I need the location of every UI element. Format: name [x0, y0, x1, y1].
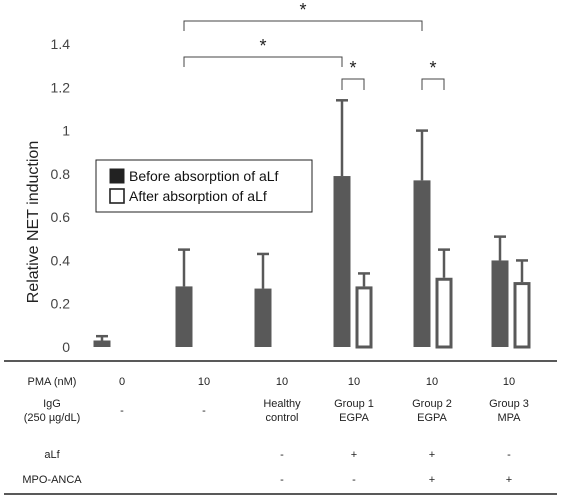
- table-row-label: MPO-ANCA: [22, 474, 82, 486]
- bar-before: [175, 286, 193, 347]
- bar-before: [491, 260, 509, 347]
- table-cell: -: [280, 474, 284, 486]
- y-tick-label: 0: [62, 339, 70, 355]
- table-row-label: (250 µg/dL): [24, 412, 80, 424]
- table-cell: MPA: [497, 412, 521, 424]
- legend-label-before: Before absorption of aLf: [129, 168, 279, 184]
- table-cell: 10: [276, 376, 288, 388]
- bar-after: [435, 277, 453, 349]
- significance-asterisk: *: [259, 36, 266, 56]
- table-cell: -: [202, 405, 206, 417]
- table-cell: -: [352, 474, 356, 486]
- bar-before: [333, 176, 351, 347]
- bar-after: [355, 286, 373, 349]
- significance-bracket: [183, 56, 343, 67]
- table-row-label: aLf: [44, 449, 60, 461]
- table-cell: +: [351, 449, 357, 461]
- table-cell: Group 2: [412, 398, 452, 410]
- y-tick-label: 0.2: [51, 296, 71, 312]
- table-cell: 10: [426, 376, 438, 388]
- bars: [93, 99, 531, 349]
- table-row-label: IgG: [43, 398, 61, 410]
- bar-before: [413, 180, 431, 347]
- significance-asterisk: *: [349, 58, 356, 78]
- table-cell: +: [429, 449, 435, 461]
- significance-bracket: [421, 78, 445, 90]
- y-tick-label: 1: [62, 123, 70, 139]
- legend-swatch-before: [109, 168, 125, 184]
- legend-label-after: After absorption of aLf: [129, 188, 267, 204]
- significance-bracket: [341, 78, 365, 90]
- table-cell: -: [120, 405, 124, 417]
- table-cell: 0: [119, 376, 125, 388]
- significance-bracket: [183, 20, 423, 31]
- table-cell: EGPA: [417, 412, 447, 424]
- table-cell: Group 3: [489, 398, 529, 410]
- table-cell: EGPA: [339, 412, 369, 424]
- table-cell: -: [507, 449, 511, 461]
- table-cell: Healthy: [263, 398, 301, 410]
- y-tick-label: 0.6: [51, 209, 71, 225]
- conditions-table: PMA (nM) 0 10 10 10 10 10 IgG (250 µg/dL) - - Healt…: [22, 376, 529, 486]
- significance-asterisk: *: [299, 0, 306, 20]
- table-cell: 10: [198, 376, 210, 388]
- bar-before: [93, 340, 111, 347]
- y-axis-ticks: 0 0.2 0.4 0.6 0.8 1 1.2 1.4: [51, 36, 71, 355]
- legend-box: [95, 159, 313, 213]
- table-cell: +: [429, 474, 435, 486]
- significance-asterisk: *: [429, 58, 436, 78]
- table-row-label: PMA (nM): [28, 376, 77, 388]
- y-tick-label: 1.4: [51, 36, 71, 52]
- y-tick-label: 0.8: [51, 166, 71, 182]
- y-tick-label: 1.2: [51, 79, 71, 95]
- table-cell: 10: [348, 376, 360, 388]
- table-cell: control: [265, 412, 298, 424]
- table-cell: 10: [503, 376, 515, 388]
- table-cell: -: [280, 449, 284, 461]
- bar-after: [513, 282, 531, 349]
- y-tick-label: 0.4: [51, 252, 71, 268]
- table-cell: Group 1: [334, 398, 374, 410]
- legend-swatch-after: [109, 188, 125, 204]
- legend: Before absorption of aLf After absorptio…: [95, 159, 313, 213]
- y-axis-title: Relative NET induction: [25, 141, 42, 303]
- table-cell: +: [506, 474, 512, 486]
- bar-before: [254, 288, 272, 347]
- significance-brackets: * * * *: [183, 0, 445, 90]
